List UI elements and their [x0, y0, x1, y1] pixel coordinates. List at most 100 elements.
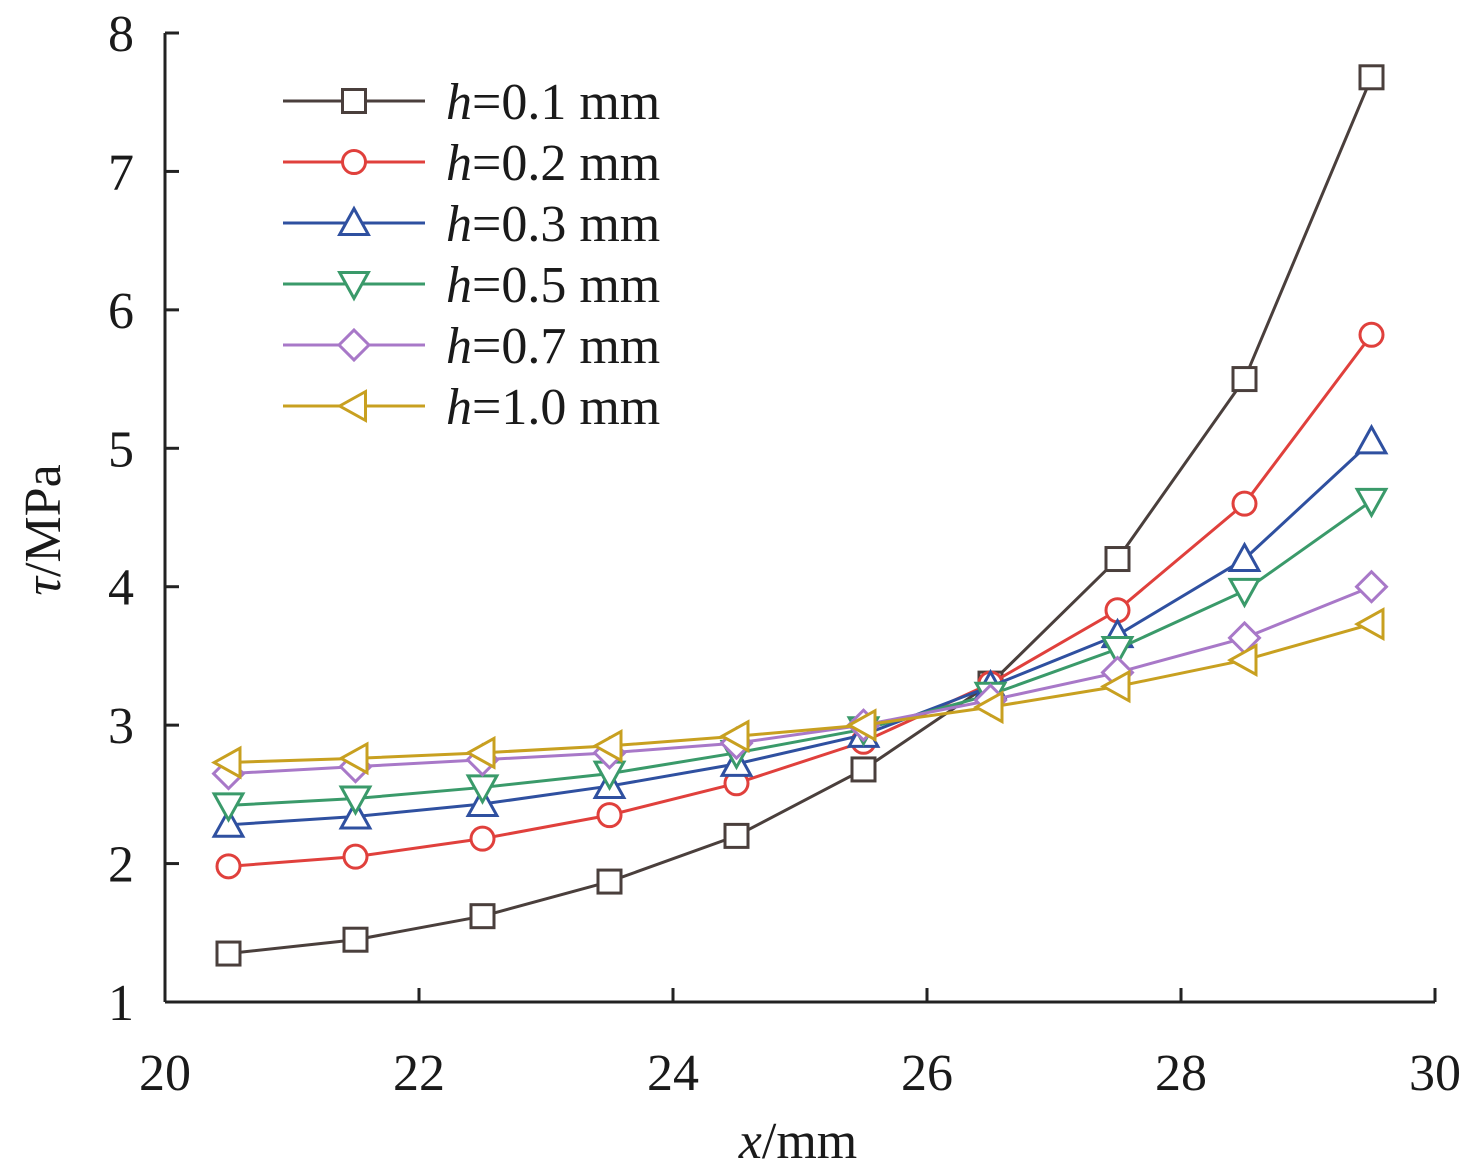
legend-entry: h=0.2 mm	[283, 135, 660, 192]
data-point	[211, 807, 246, 838]
data-point	[1227, 643, 1258, 678]
legend-label-rest: =0.2 mm	[472, 135, 660, 192]
legend-label: h=0.3 mm	[446, 196, 660, 253]
series-line	[228, 499, 1373, 807]
legend-marker	[341, 149, 367, 175]
y-axis-unit: /MPa	[15, 464, 72, 577]
data-point	[211, 792, 246, 823]
series-4	[211, 487, 1389, 823]
y-tick-label: 7	[108, 144, 134, 201]
data-point	[596, 868, 623, 895]
data-point	[1354, 607, 1385, 642]
series-3	[211, 423, 1389, 838]
legend-entry: h=0.7 mm	[283, 318, 660, 375]
series-6	[211, 607, 1385, 780]
data-point	[1227, 577, 1262, 609]
legend-label: h=0.2 mm	[446, 135, 660, 192]
legend-label-var: h	[446, 318, 472, 375]
x-tick-label: 24	[647, 1045, 699, 1102]
legend-marker	[337, 271, 371, 302]
data-point	[1354, 569, 1389, 604]
data-point	[469, 825, 496, 852]
x-tick-label: 26	[901, 1045, 953, 1102]
legend-label-rest: =1.0 mm	[472, 379, 660, 436]
data-point	[1354, 487, 1389, 519]
series-line	[228, 333, 1373, 868]
series-line	[228, 440, 1373, 827]
data-point	[846, 708, 877, 743]
data-point	[215, 940, 242, 967]
x-tick-label: 22	[393, 1045, 445, 1102]
legend-label-var: h	[446, 135, 472, 192]
legend-entry: h=0.5 mm	[283, 257, 660, 314]
data-point	[1100, 669, 1131, 704]
data-point	[1104, 546, 1131, 573]
y-tick-label: 5	[108, 421, 134, 478]
data-point	[1231, 490, 1258, 517]
data-point	[850, 756, 877, 783]
data-point	[723, 822, 750, 849]
y-tick-label: 6	[108, 283, 134, 340]
data-point	[215, 853, 242, 880]
data-point	[465, 735, 496, 770]
y-tick-label: 8	[108, 6, 134, 63]
data-point	[342, 843, 369, 870]
legend-label: h=0.1 mm	[446, 74, 660, 131]
legend-label: h=1.0 mm	[446, 379, 660, 436]
legend-marker	[336, 327, 372, 363]
legend-label: h=0.5 mm	[446, 257, 660, 314]
series-line	[228, 622, 1372, 765]
axes: 20 22 24 26 28 30 1 2 3 4 5 6 7 8	[108, 6, 1461, 1102]
x-axis-var: x	[738, 1113, 762, 1170]
data-point	[1227, 541, 1262, 573]
legend-label-var: h	[446, 196, 472, 253]
data-point	[1358, 64, 1385, 91]
data-point	[596, 802, 623, 829]
series-1	[215, 64, 1385, 967]
legend-marker	[341, 88, 367, 114]
x-ticks: 20 22 24 26 28 30	[139, 988, 1461, 1102]
y-axis-var: τ	[15, 575, 72, 596]
y-tick-label: 3	[108, 698, 134, 755]
x-axis-unit: /mm	[762, 1113, 857, 1170]
legend-marker	[337, 205, 371, 236]
data-point	[342, 926, 369, 953]
legend-label-var: h	[446, 74, 472, 131]
x-tick-label: 20	[139, 1045, 191, 1102]
x-axis-title: x/mm	[738, 1113, 857, 1170]
legend-label-rest: =0.1 mm	[472, 74, 660, 131]
legend-entry: h=0.3 mm	[283, 196, 660, 253]
data-point	[1354, 423, 1389, 455]
data-point	[1100, 636, 1135, 667]
data-point	[211, 745, 242, 780]
y-tick-label: 2	[108, 837, 134, 894]
legend: h=0.1 mmh=0.2 mmh=0.3 mmh=0.5 mmh=0.7 mm…	[283, 74, 660, 436]
series-layer	[211, 64, 1389, 967]
legend-label-rest: =0.5 mm	[472, 257, 660, 314]
x-tick-label: 28	[1155, 1045, 1207, 1102]
y-tick-label: 4	[108, 560, 134, 617]
data-point	[469, 903, 496, 930]
y-ticks: 1 2 3 4 5 6 7 8	[108, 6, 179, 1032]
legend-label-var: h	[446, 257, 472, 314]
y-axis-title: τ/MPa	[15, 464, 72, 595]
series-line	[228, 76, 1373, 956]
legend-label-rest: =0.7 mm	[472, 318, 660, 375]
legend-label-var: h	[446, 379, 472, 436]
x-tick-label: 30	[1409, 1045, 1461, 1102]
legend-entry: h=0.1 mm	[283, 74, 660, 131]
data-point	[1358, 321, 1385, 348]
legend-marker	[336, 389, 367, 423]
data-point	[592, 728, 623, 763]
data-point	[338, 741, 369, 776]
legend-label-rest: =0.3 mm	[472, 196, 660, 253]
data-point	[1231, 366, 1258, 393]
legend-entry: h=1.0 mm	[283, 379, 660, 436]
y-tick-label: 1	[108, 975, 134, 1032]
data-point	[973, 690, 1004, 725]
legend-label: h=0.7 mm	[446, 318, 660, 375]
data-point	[338, 785, 373, 816]
series-line	[228, 585, 1373, 776]
data-point	[719, 719, 750, 754]
